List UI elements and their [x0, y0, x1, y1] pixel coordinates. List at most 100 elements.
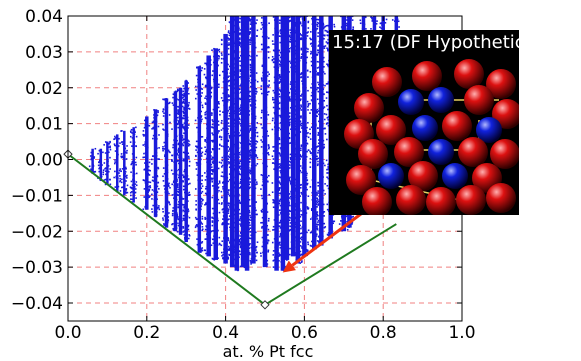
scatter-point — [315, 235, 318, 237]
scatter-point — [176, 190, 179, 193]
scatter-point — [260, 146, 263, 148]
scatter-point — [227, 63, 229, 66]
scatter-point — [115, 177, 118, 179]
scatter-point — [314, 100, 317, 102]
scatter-point — [211, 221, 214, 223]
scatter-point — [211, 157, 214, 159]
scatter-point — [265, 133, 268, 135]
scatter-point — [288, 91, 291, 94]
scatter-point — [243, 211, 245, 213]
scatter-point — [218, 180, 221, 183]
scatter-point — [315, 110, 317, 112]
scatter-point — [238, 165, 241, 168]
scatter-point — [311, 76, 314, 79]
scatter-point — [293, 192, 295, 194]
scatter-point — [374, 17, 376, 19]
scatter-point — [244, 227, 247, 230]
scatter-point — [184, 213, 186, 215]
scatter-point — [283, 121, 286, 123]
scatter-point — [297, 173, 300, 175]
scatter-point — [211, 161, 214, 164]
scatter-point — [350, 216, 352, 219]
scatter-point — [254, 131, 257, 134]
scatter-point — [135, 181, 138, 183]
scatter-point — [184, 206, 186, 209]
scatter-point — [291, 135, 294, 137]
scatter-point — [313, 60, 315, 63]
scatter-point — [90, 158, 93, 161]
scatter-point — [309, 138, 312, 140]
scatter-point — [153, 117, 155, 119]
scatter-point — [231, 193, 233, 196]
scatter-point — [352, 26, 355, 29]
scatter-point — [289, 164, 291, 166]
scatter-point — [268, 147, 270, 150]
scatter-point — [290, 33, 293, 35]
scatter-point — [171, 183, 173, 186]
scatter-point — [252, 63, 255, 65]
scatter-point — [179, 220, 182, 223]
scatter-point — [263, 155, 266, 158]
scatter-point — [229, 21, 232, 24]
scatter-point — [185, 211, 188, 213]
scatter-point — [209, 87, 212, 90]
scatter-point — [237, 269, 239, 272]
scatter-point — [247, 95, 250, 98]
scatter-point — [306, 231, 308, 234]
scatter-point — [255, 249, 257, 251]
scatter-point — [216, 183, 219, 186]
scatter-point — [301, 193, 303, 195]
scatter-point — [187, 144, 190, 147]
scatter-point — [162, 167, 165, 169]
scatter-point — [124, 182, 126, 185]
scatter-point — [288, 132, 290, 135]
scatter-point — [327, 172, 330, 174]
scatter-point — [279, 147, 282, 149]
scatter-point — [245, 174, 248, 177]
scatter-point — [282, 51, 284, 53]
scatter-point — [283, 113, 285, 115]
scatter-point — [280, 52, 283, 55]
scatter-point — [244, 39, 246, 41]
scatter-point — [280, 221, 283, 224]
scatter-point — [283, 138, 285, 140]
scatter-point — [153, 109, 155, 111]
scatter-point — [264, 143, 267, 146]
scatter-point — [205, 238, 208, 240]
scatter-point — [200, 155, 203, 157]
scatter-point — [237, 57, 240, 59]
scatter-point — [248, 167, 250, 169]
scatter-point — [279, 221, 282, 223]
scatter-point — [204, 103, 207, 105]
scatter-point — [183, 170, 185, 173]
scatter-point — [243, 70, 246, 73]
scatter-point — [252, 74, 255, 77]
scatter-point — [151, 179, 154, 182]
scatter-point — [283, 35, 286, 38]
scatter-point — [327, 91, 330, 94]
scatter-point — [277, 177, 279, 180]
scatter-point — [299, 232, 302, 235]
scatter-point — [288, 97, 291, 100]
scatter-point — [299, 241, 302, 243]
scatter-point — [177, 111, 180, 114]
scatter-point — [254, 134, 256, 136]
scatter-point — [171, 194, 174, 196]
scatter-point — [204, 62, 206, 65]
scatter-point — [201, 199, 204, 202]
scatter-point — [327, 48, 329, 51]
scatter-point — [300, 149, 302, 152]
scatter-point — [266, 85, 269, 87]
scatter-point — [224, 225, 226, 228]
scatter-point — [278, 255, 280, 257]
scatter-point — [282, 258, 285, 261]
scatter-point — [250, 145, 252, 147]
scatter-point — [242, 112, 244, 114]
scatter-point — [231, 249, 233, 251]
scatter-point — [282, 257, 285, 260]
scatter-point — [217, 101, 220, 103]
scatter-point — [223, 70, 226, 73]
scatter-point — [293, 78, 295, 81]
scatter-point — [225, 80, 228, 82]
scatter-point — [227, 140, 229, 143]
